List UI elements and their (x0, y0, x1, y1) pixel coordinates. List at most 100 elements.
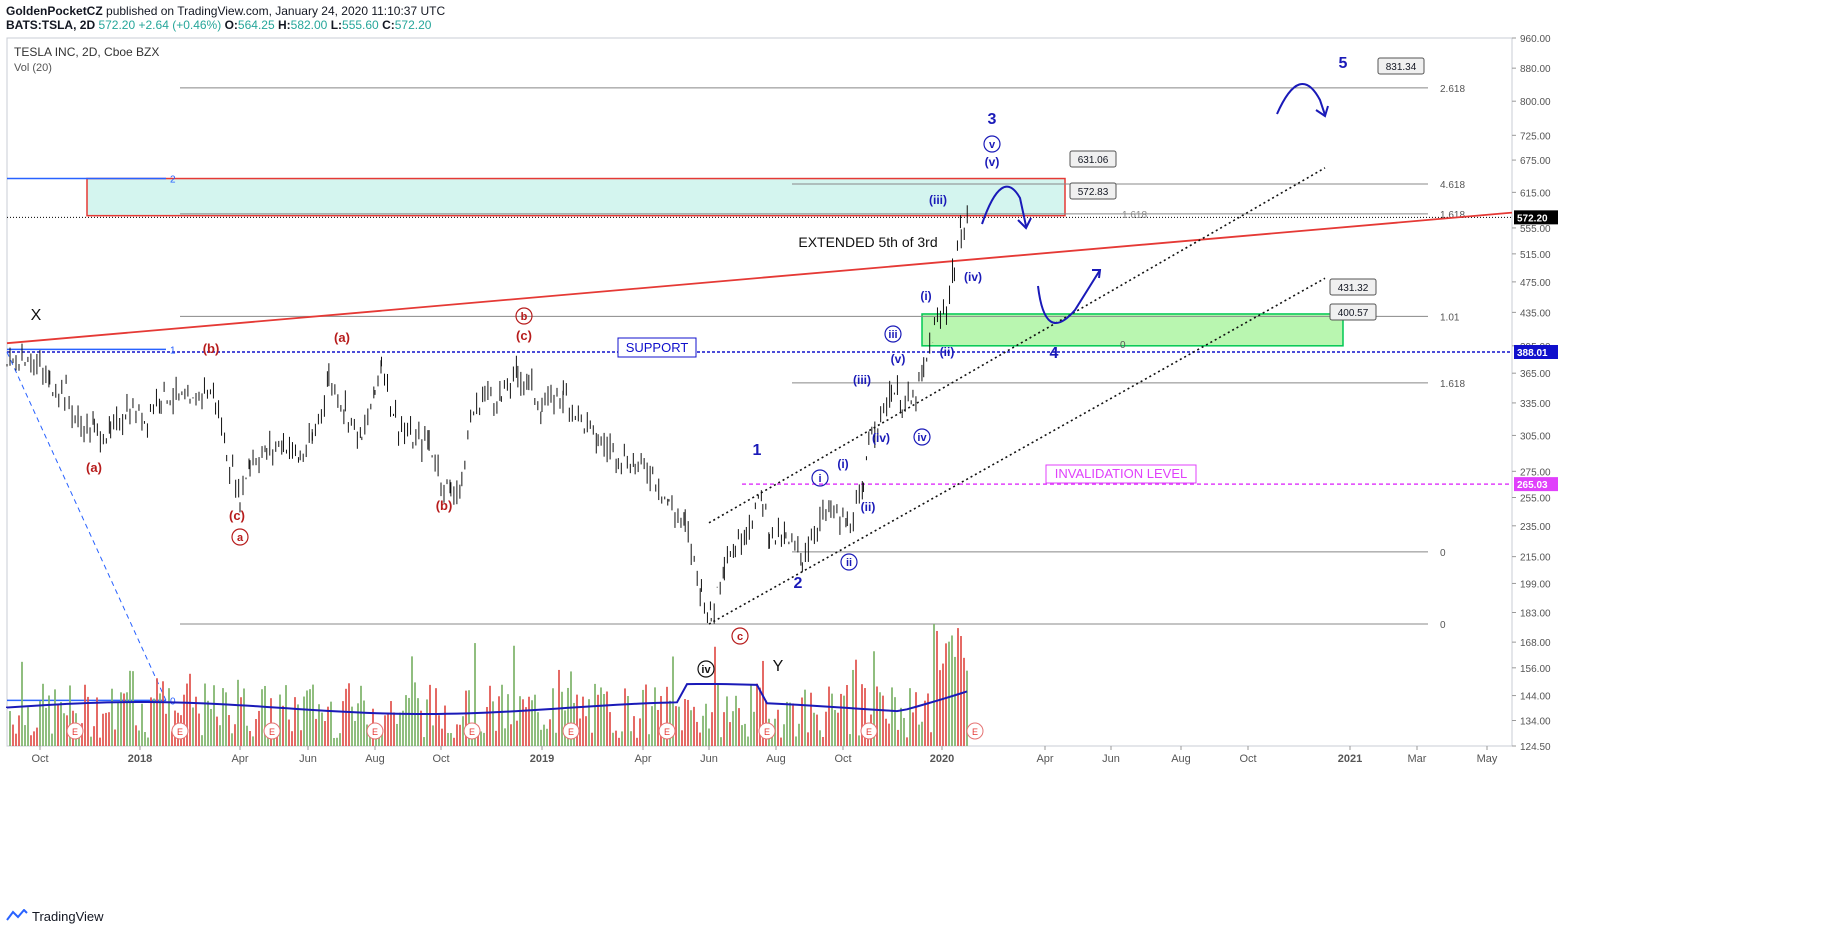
wave-ii: (ii) (940, 345, 955, 359)
volume-bar (330, 701, 332, 746)
volume-bar (930, 732, 932, 746)
volume-bar (729, 722, 731, 746)
brand-label: TradingView (32, 909, 104, 924)
earnings-marker-label: E (469, 727, 475, 737)
wave-circle-iv: iv (917, 432, 927, 444)
earnings-marker (263, 722, 281, 740)
volume-bar (411, 656, 413, 746)
volume-bar (342, 701, 344, 746)
volume-bar (744, 723, 746, 746)
volume-bar (798, 723, 800, 746)
volume-bar (153, 698, 155, 746)
earnings-marker-label: E (664, 727, 670, 737)
y-tick-label: 800.00 (1520, 97, 1551, 108)
volume-bar (741, 725, 743, 746)
x-tick-label: Aug (1171, 753, 1191, 765)
volume-bar (549, 719, 551, 746)
wave-a-2: (a) (334, 330, 350, 345)
volume-bar (837, 712, 839, 746)
x-tick-label: 2021 (1338, 753, 1362, 765)
earnings-marker (66, 722, 84, 740)
author-name[interactable]: GoldenPocketCZ (6, 4, 103, 18)
plot-area (6, 37, 1513, 747)
volume-bar (855, 659, 857, 746)
volume-bar (846, 685, 848, 746)
volume-bar (456, 724, 458, 746)
earnings-marker (966, 722, 984, 740)
symbol-label: BATS:TSLA, 2D (6, 18, 96, 32)
volume-bar (288, 719, 290, 746)
volume-bar (615, 730, 617, 746)
volume-bar (231, 733, 233, 746)
volume-bar (642, 689, 644, 746)
volume-bar (885, 718, 887, 746)
volume-bar (555, 732, 557, 746)
volume-bar (906, 737, 908, 746)
volume-bar (396, 723, 398, 746)
wave-iii: (iii) (929, 193, 947, 207)
volume-bar (522, 699, 524, 746)
earnings-marker (366, 722, 384, 740)
volume-bar (360, 685, 362, 746)
y-tick-label: 615.00 (1520, 188, 1551, 199)
invalidation-label-box (1045, 464, 1197, 484)
volume-bar (150, 697, 152, 746)
volume-bar (921, 721, 923, 746)
wave-b-2: (b) (436, 498, 453, 513)
volume-bar (594, 683, 596, 746)
volume-bar (888, 723, 890, 746)
volume-bar (627, 696, 629, 746)
volume-bar (495, 730, 497, 746)
trend-line-red (6, 211, 1513, 345)
volume-bar (684, 699, 686, 746)
volume-bar (225, 692, 227, 746)
wave-circle-b-circle (515, 307, 533, 325)
earnings-marker (658, 722, 676, 740)
volume-bar (387, 712, 389, 746)
volume-bar (471, 737, 473, 746)
arrow-head-5 (1315, 105, 1329, 118)
volume-bar (312, 684, 314, 746)
volume-bar (567, 687, 569, 746)
wave-circle-i: i (818, 473, 821, 485)
volume-bar (735, 695, 737, 746)
volume-bar (660, 696, 662, 746)
tradingview-brand[interactable]: TradingView (6, 908, 104, 924)
volume-bar (27, 707, 29, 746)
volume-bar (873, 651, 875, 746)
ohlc-c-label: C: (382, 18, 395, 32)
volume-bar (237, 679, 239, 746)
y-tick-label: 144.00 (1520, 692, 1551, 703)
volume-bar (903, 717, 905, 746)
volume-bar (657, 709, 659, 746)
volume-bar (672, 656, 674, 746)
volume-bar (282, 705, 284, 746)
x-tick-label: Jun (299, 753, 317, 765)
volume-bar (948, 641, 950, 746)
volume-bar (39, 701, 41, 746)
x-tick-label: Apr (231, 753, 248, 765)
volume-bar (612, 732, 614, 746)
volume-bar (597, 694, 599, 746)
price-callout-box (1329, 278, 1377, 296)
volume-bar (807, 732, 809, 746)
y-tick-label: 435.00 (1520, 308, 1551, 319)
earnings-marker (562, 722, 580, 740)
volume-bar (384, 715, 386, 746)
volume-bar (252, 736, 254, 746)
volume-bar (405, 695, 407, 746)
volume-bar (12, 724, 14, 746)
volume-bar (159, 693, 161, 746)
projection-arrow-3 (981, 185, 1027, 227)
y-tick-label: 215.00 (1520, 553, 1551, 564)
fib-label-2: 2 (170, 175, 176, 186)
volume-bar (450, 733, 452, 746)
volume-bar (354, 720, 356, 746)
volume-bar (585, 716, 587, 746)
volume-bar (423, 737, 425, 746)
volume-bar (147, 737, 149, 746)
volume-bar (654, 687, 656, 746)
volume-bar (198, 713, 200, 746)
arrow-head-4 (1092, 269, 1102, 279)
